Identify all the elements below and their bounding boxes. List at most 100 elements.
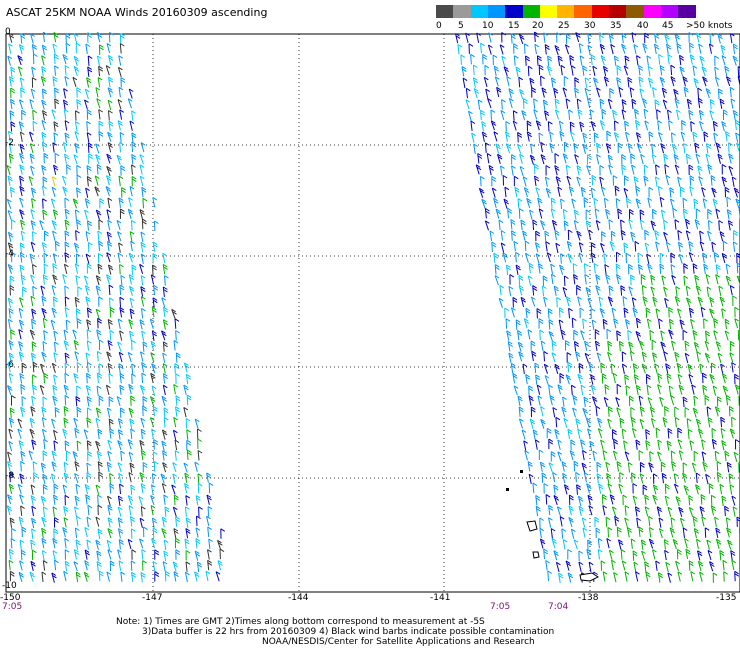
wind-barb [129, 120, 135, 131]
wind-barb [152, 405, 158, 417]
wind-barb [118, 472, 123, 484]
wind-barb [140, 231, 146, 242]
wind-barb [63, 99, 69, 110]
wind-barb [41, 571, 47, 583]
wind-barb [724, 505, 730, 517]
wind-barb [8, 483, 15, 494]
wind-barb [605, 516, 611, 528]
wind-barb [639, 406, 645, 417]
wind-barb [615, 198, 621, 209]
wind-barb [172, 561, 179, 572]
wind-barb [701, 187, 706, 198]
wind-barb [85, 187, 90, 198]
wind-barb [96, 164, 102, 175]
wind-barb [654, 32, 660, 44]
wind-barb [530, 340, 536, 351]
wind-barb [718, 220, 724, 231]
wind-barb [29, 131, 34, 142]
wind-barb [615, 263, 621, 274]
wind-barb [140, 296, 146, 307]
wind-barb [579, 55, 585, 66]
wind-barb [535, 253, 541, 264]
wind-barb [693, 527, 700, 539]
wind-barb [562, 286, 568, 298]
wind-barb [534, 31, 539, 43]
wind-barb [574, 154, 579, 165]
wind-barb [572, 394, 578, 406]
wind-barb [558, 307, 564, 318]
wind-barb [10, 537, 16, 549]
wind-barb [677, 373, 683, 385]
wind-barb [186, 429, 191, 440]
wind-barb [607, 351, 612, 363]
wind-barb [699, 241, 705, 252]
wind-barb [76, 187, 81, 198]
wind-barb [43, 152, 49, 164]
wind-barb [526, 197, 532, 208]
wind-barb [543, 483, 549, 494]
wind-barb [630, 153, 636, 164]
wind-barb [63, 417, 69, 429]
wind-barb [108, 54, 114, 66]
wind-barb [185, 418, 191, 429]
wind-barb [612, 429, 617, 440]
wind-barb [722, 240, 728, 252]
lon-label-150: -150 [0, 593, 21, 603]
wind-barb [531, 87, 537, 98]
wind-barb [480, 175, 485, 187]
wind-barb [721, 55, 727, 66]
colorbar-swatch [591, 5, 610, 18]
wind-barb [7, 55, 13, 66]
wind-barb [65, 42, 71, 54]
wind-barb [85, 43, 91, 54]
wind-barb [712, 120, 718, 132]
wind-barb [575, 418, 581, 429]
wind-barb [507, 341, 513, 352]
wind-barb [563, 417, 569, 428]
wind-barb [54, 87, 59, 98]
wind-barb [7, 263, 14, 274]
wind-barb [710, 175, 716, 186]
wind-barb [552, 407, 558, 418]
wind-barb [724, 318, 730, 330]
wind-barb [63, 109, 69, 120]
wind-barb [727, 539, 733, 550]
colorbar-swatch [470, 5, 489, 18]
wind-barb [594, 340, 601, 351]
wind-barb [725, 517, 731, 528]
wind-barb [8, 372, 14, 384]
wind-barb [565, 98, 571, 109]
wind-barb [631, 164, 636, 175]
wind-barb [75, 275, 81, 286]
wind-barb [571, 384, 576, 396]
wind-barb [141, 330, 146, 341]
wind-barb [184, 482, 190, 494]
wind-barb [151, 363, 157, 374]
wind-barb [94, 186, 100, 197]
wind-barb [540, 340, 546, 352]
wind-barb [736, 262, 740, 274]
wind-barb [530, 296, 536, 307]
wind-barb [64, 352, 70, 364]
wind-barb [597, 537, 603, 549]
wind-barb [62, 54, 68, 65]
wind-barb [734, 119, 740, 131]
wind-barb [734, 373, 739, 385]
wind-barb [106, 175, 112, 186]
wind-barb [620, 219, 625, 230]
wind-barb [64, 252, 70, 263]
wind-barb [17, 66, 23, 77]
wind-barb [83, 571, 90, 582]
wind-barb [486, 152, 492, 164]
wind-barb [691, 384, 696, 395]
wind-barb [639, 209, 645, 220]
colorbar-label: 5 [458, 21, 464, 31]
wind-barb [162, 352, 167, 363]
wind-barb [42, 473, 48, 485]
wind-barb [128, 383, 134, 395]
wind-barb [106, 165, 112, 177]
wind-barb [595, 219, 601, 231]
colorbar-swatch [522, 5, 541, 18]
wind-barb [606, 472, 612, 484]
wind-barb [554, 428, 560, 440]
